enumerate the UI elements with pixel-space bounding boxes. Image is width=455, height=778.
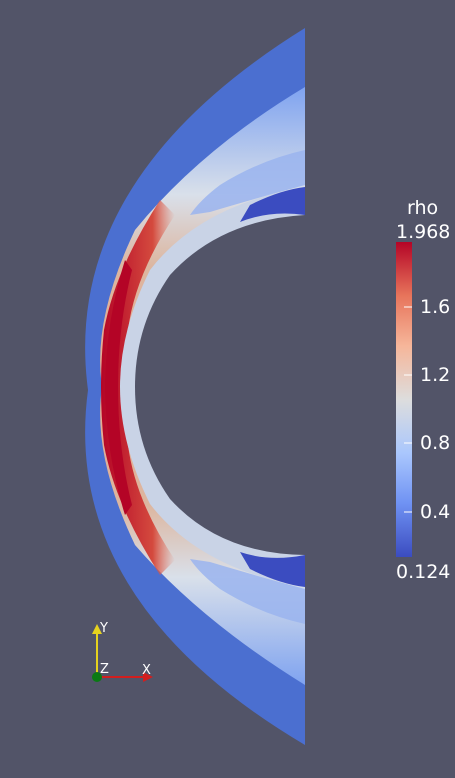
colorbar-title: rho (407, 197, 439, 219)
y-axis-arrow (92, 624, 102, 634)
colorbar-min-label: 0.124 (396, 561, 451, 583)
lower-wake-patch (190, 559, 305, 624)
colorbar-tick-label: 0.4 (420, 501, 451, 523)
x-axis-label: X (142, 663, 151, 678)
colorbar-tick-label: 0.8 (420, 432, 451, 454)
upper-wake-patch (190, 150, 305, 215)
body-blue-bottom (240, 552, 305, 587)
z-axis-label: Z (100, 662, 109, 677)
colorbar-ticks (404, 306, 412, 513)
body-blue-top (240, 187, 305, 222)
x-axis-arrow (143, 672, 153, 682)
stagnation-core (105, 260, 132, 515)
cylinder-body (135, 215, 305, 555)
y-axis-label: Y (100, 621, 108, 636)
z-axis-dot (92, 672, 102, 682)
axes-triad (92, 624, 153, 682)
colorbar-gradient (396, 242, 412, 557)
colorbar-max-label: 1.968 (396, 221, 451, 243)
colorbar-tick-label: 1.2 (420, 364, 451, 386)
colorbar-tick-label: 1.6 (420, 296, 451, 318)
